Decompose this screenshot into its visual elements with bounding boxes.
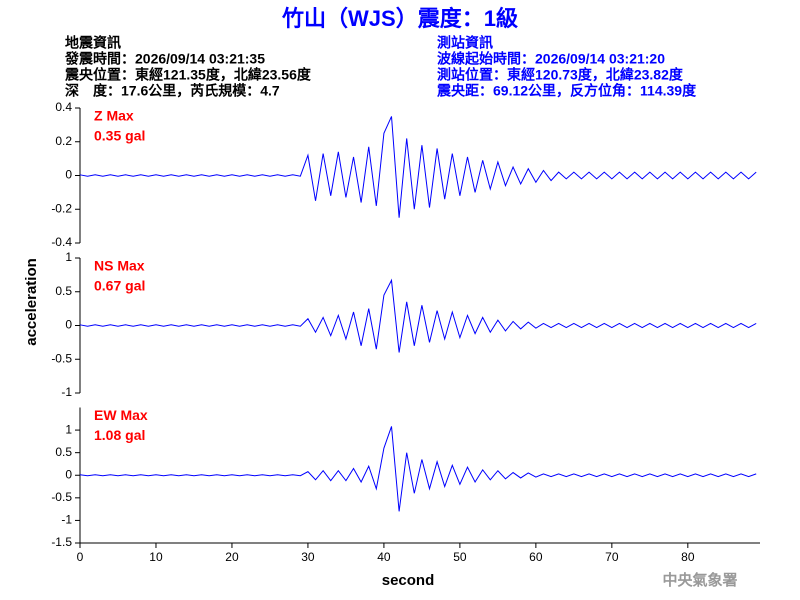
y-tick-label: -0.5: [51, 351, 72, 365]
info-right: 震央距：69.12公里，反方位角：114.39度: [436, 83, 697, 99]
info-right: 測站位置：東經120.73度，北緯23.82度: [437, 67, 684, 83]
x-tick-label: 20: [225, 550, 239, 564]
y-tick-label: 1: [65, 250, 72, 264]
x-tick-label: 50: [453, 550, 467, 564]
max-name: Z Max: [94, 108, 134, 124]
waveform: [79, 278, 757, 353]
y-tick-label: -0.2: [51, 201, 72, 215]
y-tick-label: 0: [65, 467, 72, 481]
info-right: 波線起始時間：2026/09/14 03:21:20: [437, 51, 665, 67]
y-tick-label: 0: [65, 168, 72, 182]
max-value: 1.08 gal: [94, 427, 145, 443]
y-tick-label: -0.5: [51, 490, 72, 504]
y-tick-label: -0.4: [51, 235, 72, 249]
info-left: 震央位置：東經121.35度，北緯23.56度: [64, 67, 312, 83]
x-tick-label: 30: [301, 550, 315, 564]
footer: 中央氣象署: [662, 571, 737, 589]
y-tick-label: 0.5: [55, 445, 72, 459]
x-tick-label: 60: [529, 550, 543, 564]
max-name: NS Max: [94, 258, 145, 274]
x-tick-label: 70: [605, 550, 619, 564]
y-tick-label: -1: [61, 513, 72, 527]
info-left: 深 度：17.6公里，芮氏規模：4.7: [65, 83, 280, 99]
max-value: 0.67 gal: [94, 278, 145, 294]
max-value: 0.35 gal: [94, 128, 145, 144]
y-tick-label: 0: [65, 318, 72, 332]
y-tick-label: 0.5: [55, 284, 72, 298]
x-tick-label: 40: [377, 550, 391, 564]
y-tick-label: 1: [65, 422, 72, 436]
waveform: [79, 426, 757, 512]
y-axis-label: acceleration: [23, 258, 40, 346]
info-right: 測站資訊: [437, 35, 493, 51]
max-name: EW Max: [94, 407, 148, 423]
x-axis-label: second: [382, 572, 435, 589]
y-tick-label: 0.2: [55, 134, 72, 148]
y-tick-label: -1.5: [51, 535, 72, 549]
info-left: 地震資訊: [65, 35, 121, 51]
x-tick-label: 10: [149, 550, 163, 564]
title: 竹山（WJS）震度：1級: [281, 6, 518, 31]
x-tick-label: 80: [681, 550, 695, 564]
x-tick-label: 0: [77, 550, 84, 564]
info-left: 發震時間：2026/09/14 03:21:35: [64, 51, 265, 67]
y-tick-label: -1: [61, 385, 72, 399]
waveform: [79, 116, 757, 218]
y-tick-label: 0.4: [55, 100, 72, 114]
